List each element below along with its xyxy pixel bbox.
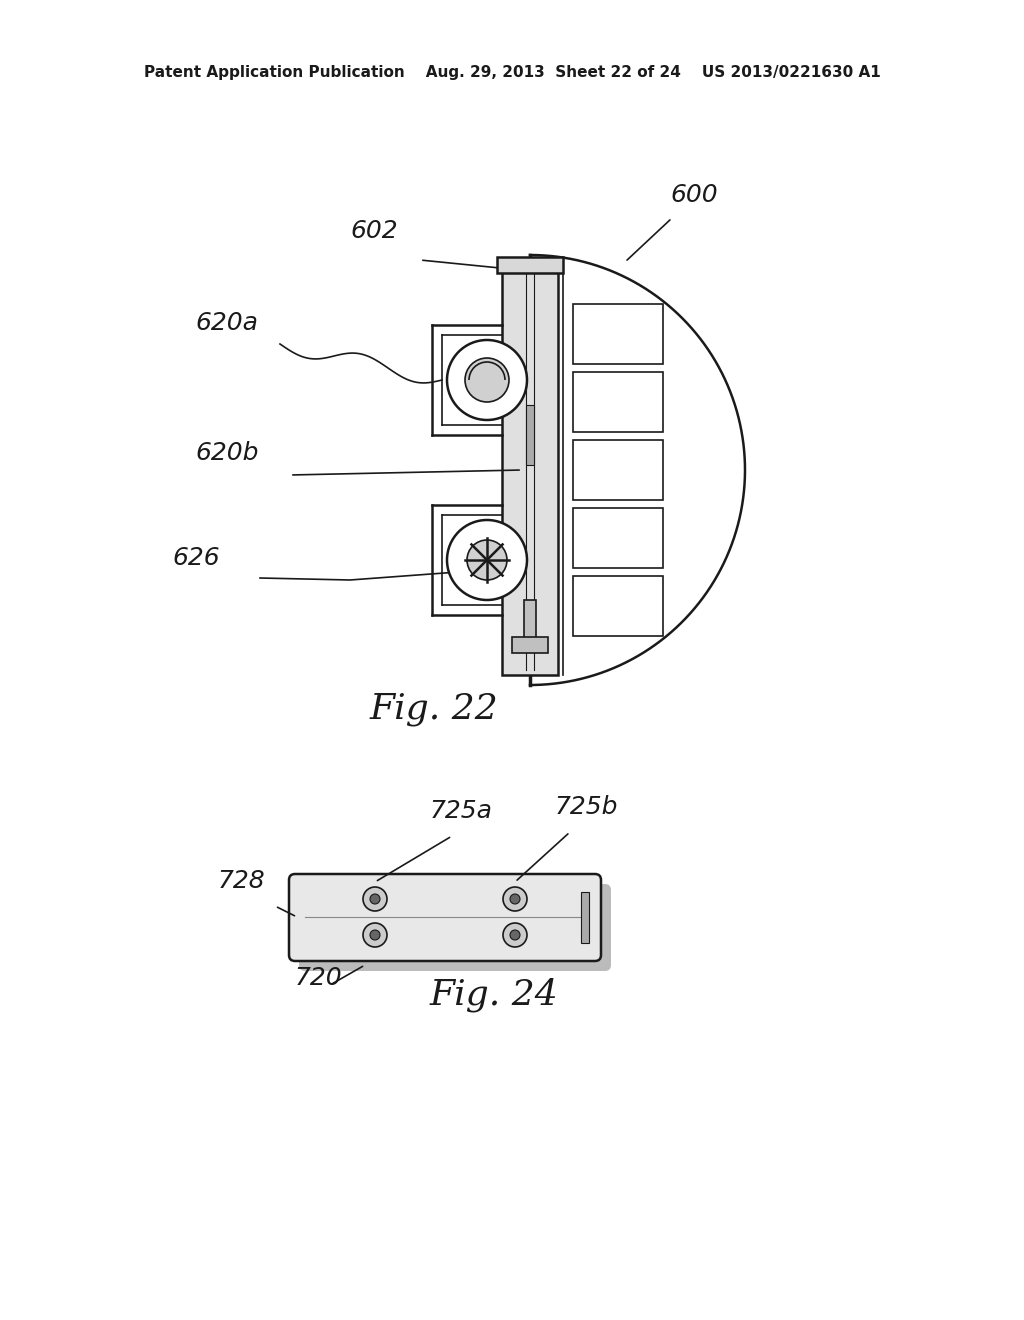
Circle shape: [370, 894, 380, 904]
Circle shape: [447, 520, 527, 601]
Bar: [524, 601, 536, 645]
Text: 620a: 620a: [195, 312, 258, 335]
Bar: [526, 405, 534, 465]
Bar: [573, 440, 663, 500]
Circle shape: [467, 540, 507, 579]
Text: Patent Application Publication    Aug. 29, 2013  Sheet 22 of 24    US 2013/02216: Patent Application Publication Aug. 29, …: [143, 65, 881, 79]
FancyBboxPatch shape: [289, 874, 601, 961]
Bar: [573, 304, 663, 364]
Bar: [573, 576, 663, 636]
Circle shape: [503, 887, 527, 911]
Bar: [512, 638, 548, 653]
Circle shape: [362, 887, 387, 911]
Circle shape: [503, 923, 527, 946]
Text: 725b: 725b: [555, 795, 618, 818]
Circle shape: [362, 923, 387, 946]
Text: Fig. 24: Fig. 24: [430, 978, 559, 1012]
Circle shape: [510, 931, 520, 940]
Text: 728: 728: [218, 869, 265, 894]
Text: 626: 626: [172, 546, 219, 570]
Bar: [581, 892, 589, 942]
Text: 720: 720: [295, 966, 343, 990]
Bar: [502, 265, 558, 675]
Circle shape: [465, 358, 509, 403]
Circle shape: [447, 341, 527, 420]
Text: Fig. 22: Fig. 22: [370, 692, 499, 726]
Circle shape: [510, 894, 520, 904]
Bar: [573, 508, 663, 568]
Bar: [573, 372, 663, 432]
Circle shape: [370, 931, 380, 940]
Bar: [497, 257, 563, 273]
FancyBboxPatch shape: [299, 884, 611, 972]
Text: 620b: 620b: [195, 441, 258, 465]
Text: 725a: 725a: [430, 799, 493, 822]
Text: 600: 600: [670, 183, 718, 207]
Text: 602: 602: [350, 219, 397, 243]
